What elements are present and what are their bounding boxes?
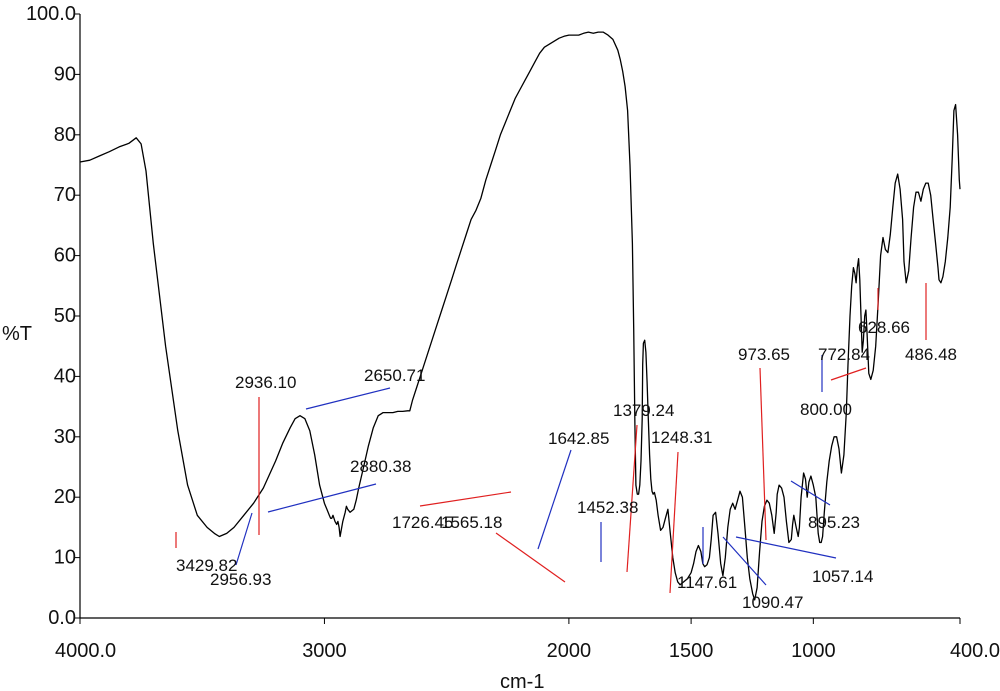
- x-tick-label: 4000.0: [55, 640, 116, 662]
- peak-label: 486.48: [905, 345, 957, 364]
- peak-label: 1565.18: [441, 513, 502, 532]
- spectrum-line: [79, 31, 961, 601]
- peak-leader-line: [626, 424, 638, 573]
- peak-leader-line: [305, 387, 391, 410]
- y-axis-title: %T: [2, 323, 32, 345]
- x-tick-label: 3000: [302, 640, 347, 662]
- y-tick-label: 0.0: [48, 607, 76, 629]
- peak-leader-line: [669, 451, 679, 594]
- y-tick-label: 30: [54, 426, 76, 448]
- peak-label: 1452.38: [577, 498, 638, 517]
- peak-leader-line: [722, 536, 767, 586]
- peak-label: 2880.38: [350, 457, 411, 476]
- y-tick-label: 50: [54, 305, 76, 327]
- peak-leader-line: [759, 367, 767, 541]
- y-tick-label: 80: [54, 124, 76, 146]
- peak-label: 1090.47: [742, 593, 803, 612]
- peak-leader-line: [735, 536, 837, 559]
- y-ticks: 0.0 10 20 30 40 50 60 70 80 90 100.0: [26, 3, 80, 629]
- peak-label: 628.66: [858, 318, 910, 337]
- peak-label: 3429.82: [176, 556, 237, 575]
- peak-label: 1379.24: [613, 401, 674, 420]
- x-ticks: 4000.0 3000 2000 1500 1000 400.0: [55, 618, 1000, 662]
- peak-label: 2956.93: [210, 570, 271, 589]
- y-tick-label: 70: [54, 184, 76, 206]
- spectrum-trace-layer: [79, 31, 961, 601]
- peak-label: 772.84: [818, 345, 870, 364]
- peak-label: 2650.71: [364, 366, 425, 385]
- peak-leader-line: [790, 480, 831, 506]
- peak-leader-layer: [175, 283, 927, 594]
- y-tick-label: 10: [54, 547, 76, 569]
- peak-leader-line: [537, 449, 572, 550]
- y-tick-label: 40: [54, 365, 76, 387]
- peak-leader-line: [419, 491, 512, 507]
- peak-label: 800.00: [800, 400, 852, 419]
- peak-leader-line: [235, 512, 253, 566]
- peak-label: 973.65: [738, 345, 790, 364]
- x-tick-label: 1500: [669, 640, 714, 662]
- peak-leader-line: [830, 367, 867, 381]
- peak-label: 895.23: [808, 513, 860, 532]
- peak-label: 1248.31: [651, 428, 712, 447]
- x-tick-label: 1000: [791, 640, 836, 662]
- y-tick-label: 100.0: [26, 3, 76, 25]
- x-axis-title: cm-1: [500, 671, 544, 691]
- x-tick-label: 2000: [547, 640, 592, 662]
- peak-label: 1057.14: [812, 567, 873, 586]
- peak-label: 1642.85: [548, 429, 609, 448]
- x-tick-label: 400.0: [950, 640, 1000, 662]
- peak-label: 1147.61: [677, 573, 737, 592]
- y-tick-label: 90: [54, 63, 76, 85]
- peak-leader-line: [267, 483, 377, 513]
- peak-label: 1726.45: [392, 513, 453, 532]
- y-tick-label: 60: [54, 245, 76, 267]
- peak-label: 2936.10: [235, 373, 296, 392]
- peak-leader-line: [495, 532, 566, 583]
- y-tick-label: 20: [54, 486, 76, 508]
